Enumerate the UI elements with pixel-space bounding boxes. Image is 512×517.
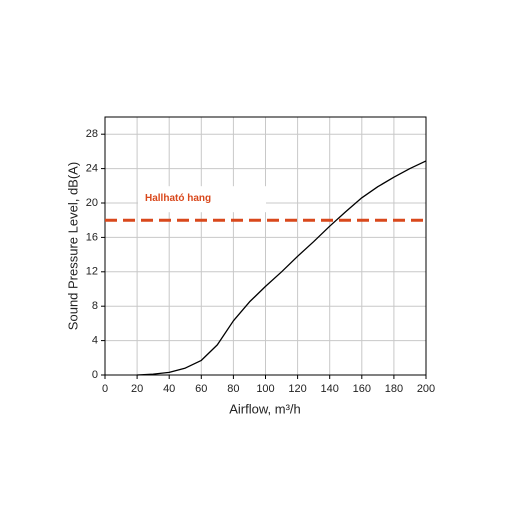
x-tick-label: 0 (102, 383, 108, 395)
annotation: Hallható hang (145, 193, 211, 204)
y-tick-label: 20 (86, 197, 98, 209)
plot-frame (104, 116, 427, 376)
x-tick-label: 200 (417, 383, 435, 395)
y-tick-label: 4 (92, 335, 98, 347)
x-tick-label: 100 (256, 383, 274, 395)
line-series (137, 160, 427, 376)
x-tick-label: 80 (227, 383, 239, 395)
x-tick-label: 140 (321, 383, 339, 395)
y-tick-label: 8 (92, 300, 98, 312)
x-tick-label: 20 (131, 383, 143, 395)
x-tick-label: 180 (385, 383, 403, 395)
y-tick-label: 16 (86, 231, 98, 243)
annotation-bg (138, 186, 266, 213)
y-tick-label: 0 (92, 369, 98, 381)
x-tick-label: 160 (353, 383, 371, 395)
x-tick-label: 40 (163, 383, 175, 395)
y-axis-label: Sound Pressure Level, dB(A) (65, 162, 80, 330)
x-tick-label: 120 (288, 383, 306, 395)
y-tick-label: 28 (86, 128, 98, 140)
y-tick-label: 24 (86, 163, 98, 175)
x-tick-label: 60 (195, 383, 207, 395)
x-axis-label: Airflow, m³/h (229, 401, 301, 416)
y-tick-label: 12 (86, 266, 98, 278)
